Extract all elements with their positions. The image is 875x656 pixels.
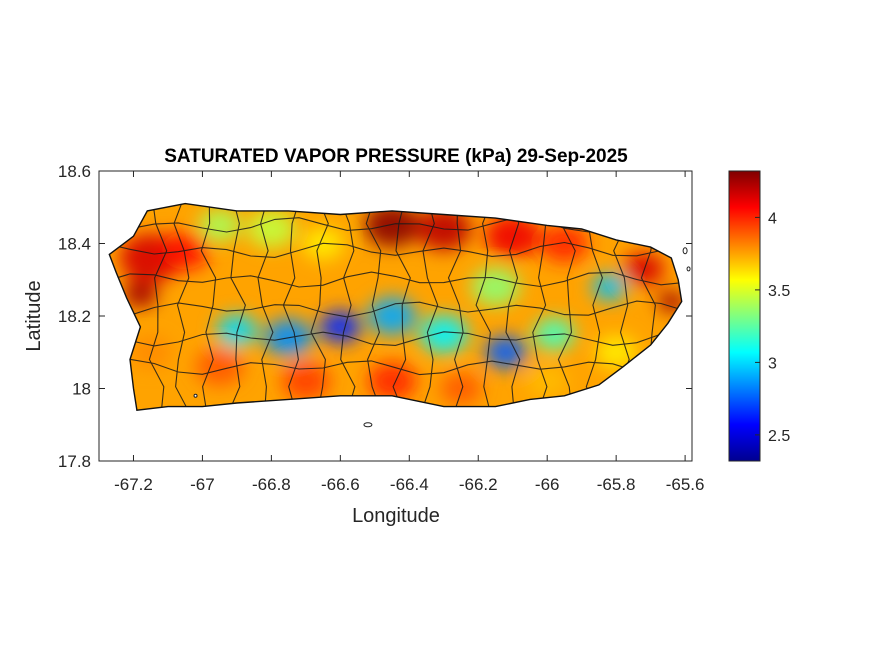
- municipality-boundary: [392, 203, 411, 411]
- coastline: [108, 202, 683, 411]
- municipality-boundary: [447, 203, 464, 411]
- vapor-field-patch: [485, 335, 527, 369]
- vapor-field-patch: [368, 362, 417, 401]
- vapor-pressure-field: [109, 203, 682, 411]
- vapor-field-patch: [247, 210, 296, 248]
- municipality-boundary: [109, 300, 682, 318]
- x-tick-label: -66.4: [390, 475, 429, 494]
- vapor-field-patch: [526, 365, 568, 398]
- municipality-boundary: [109, 241, 682, 258]
- x-axis: -67.2 -67 -66.8 -66.6 -66.4 -66.2 -66 -65.8 -65.…: [114, 171, 704, 494]
- vapor-field-patch: [123, 280, 158, 308]
- vapor-field-patch: [195, 347, 244, 386]
- y-tick-label: 18.2: [58, 307, 91, 326]
- x-axis-label: Longitude: [352, 505, 440, 527]
- municipality-boundary: [365, 203, 383, 411]
- vapor-field-patch: [540, 224, 589, 263]
- vapor-field-patch: [471, 268, 520, 306]
- colorbar-tick-label: 2.5: [768, 428, 790, 445]
- x-tick-label: -67.2: [114, 475, 153, 494]
- municipality-boundary: [109, 358, 682, 376]
- municipality-boundary: [109, 329, 682, 347]
- municipality-boundary: [505, 203, 521, 411]
- islets: [193, 247, 691, 428]
- islet: [686, 266, 691, 272]
- vapor-field-patch: [419, 315, 468, 354]
- municipality-boundary: [475, 203, 494, 411]
- islet: [193, 393, 198, 398]
- vapor-field-patch: [440, 372, 482, 405]
- y-tick-label: 18: [72, 380, 91, 399]
- municipality-boundary: [257, 203, 274, 411]
- x-tick-label: -66.8: [252, 475, 291, 494]
- vapor-field-patch: [592, 273, 627, 301]
- municipality-boundary: [200, 203, 217, 411]
- chart-title: SATURATED VAPOR PRESSURE (kPa) 29-Sep-20…: [164, 146, 628, 167]
- colorbar-tick-label: 3: [768, 355, 777, 372]
- municipality-boundary: [227, 203, 246, 411]
- y-tick-label: 17.8: [58, 452, 91, 471]
- colorbar-tick-label: 4: [768, 210, 777, 227]
- islet: [682, 247, 688, 255]
- colorbar-ticks: 2.5 3 3.5 4: [755, 210, 790, 445]
- x-tick-label: -65.6: [666, 475, 705, 494]
- y-tick-label: 18.6: [58, 162, 91, 181]
- y-axis: 17.8 18 18.2 18.4 18.6: [58, 162, 692, 471]
- municipality-boundary: [585, 203, 603, 411]
- municipality-boundary: [338, 203, 356, 411]
- y-axis-label: Latitude: [23, 280, 45, 351]
- vapor-field-patch: [623, 252, 665, 286]
- x-tick-label: -66.2: [459, 475, 498, 494]
- municipality-boundary: [310, 203, 329, 411]
- map-layer: [108, 202, 691, 428]
- municipality-boundaries: [109, 203, 682, 411]
- colorbar-tick-label: 3.5: [768, 283, 790, 300]
- y-tick-label: 18.4: [58, 235, 91, 254]
- municipality-boundary: [173, 203, 191, 411]
- vapor-field-patch: [368, 297, 417, 335]
- x-tick-label: -66.6: [321, 475, 360, 494]
- municipality-boundary: [109, 271, 682, 288]
- vapor-field-patch: [485, 214, 541, 258]
- x-tick-label: -67: [190, 475, 215, 494]
- colorbar-gradient: [728, 170, 761, 462]
- municipality-boundary: [109, 216, 682, 233]
- municipality-boundary: [557, 203, 576, 411]
- vapor-field-patch: [130, 335, 172, 369]
- vapor-field-patch: [364, 203, 420, 248]
- x-tick-label: -66: [535, 475, 560, 494]
- municipality-boundary: [530, 203, 548, 411]
- islet: [363, 422, 373, 428]
- vapor-field-patch: [319, 310, 361, 344]
- x-tick-label: -65.8: [597, 475, 636, 494]
- municipality-boundary: [420, 203, 439, 411]
- colorbar: 2.5 3 3.5 4: [728, 170, 790, 462]
- municipality-boundary: [148, 203, 168, 411]
